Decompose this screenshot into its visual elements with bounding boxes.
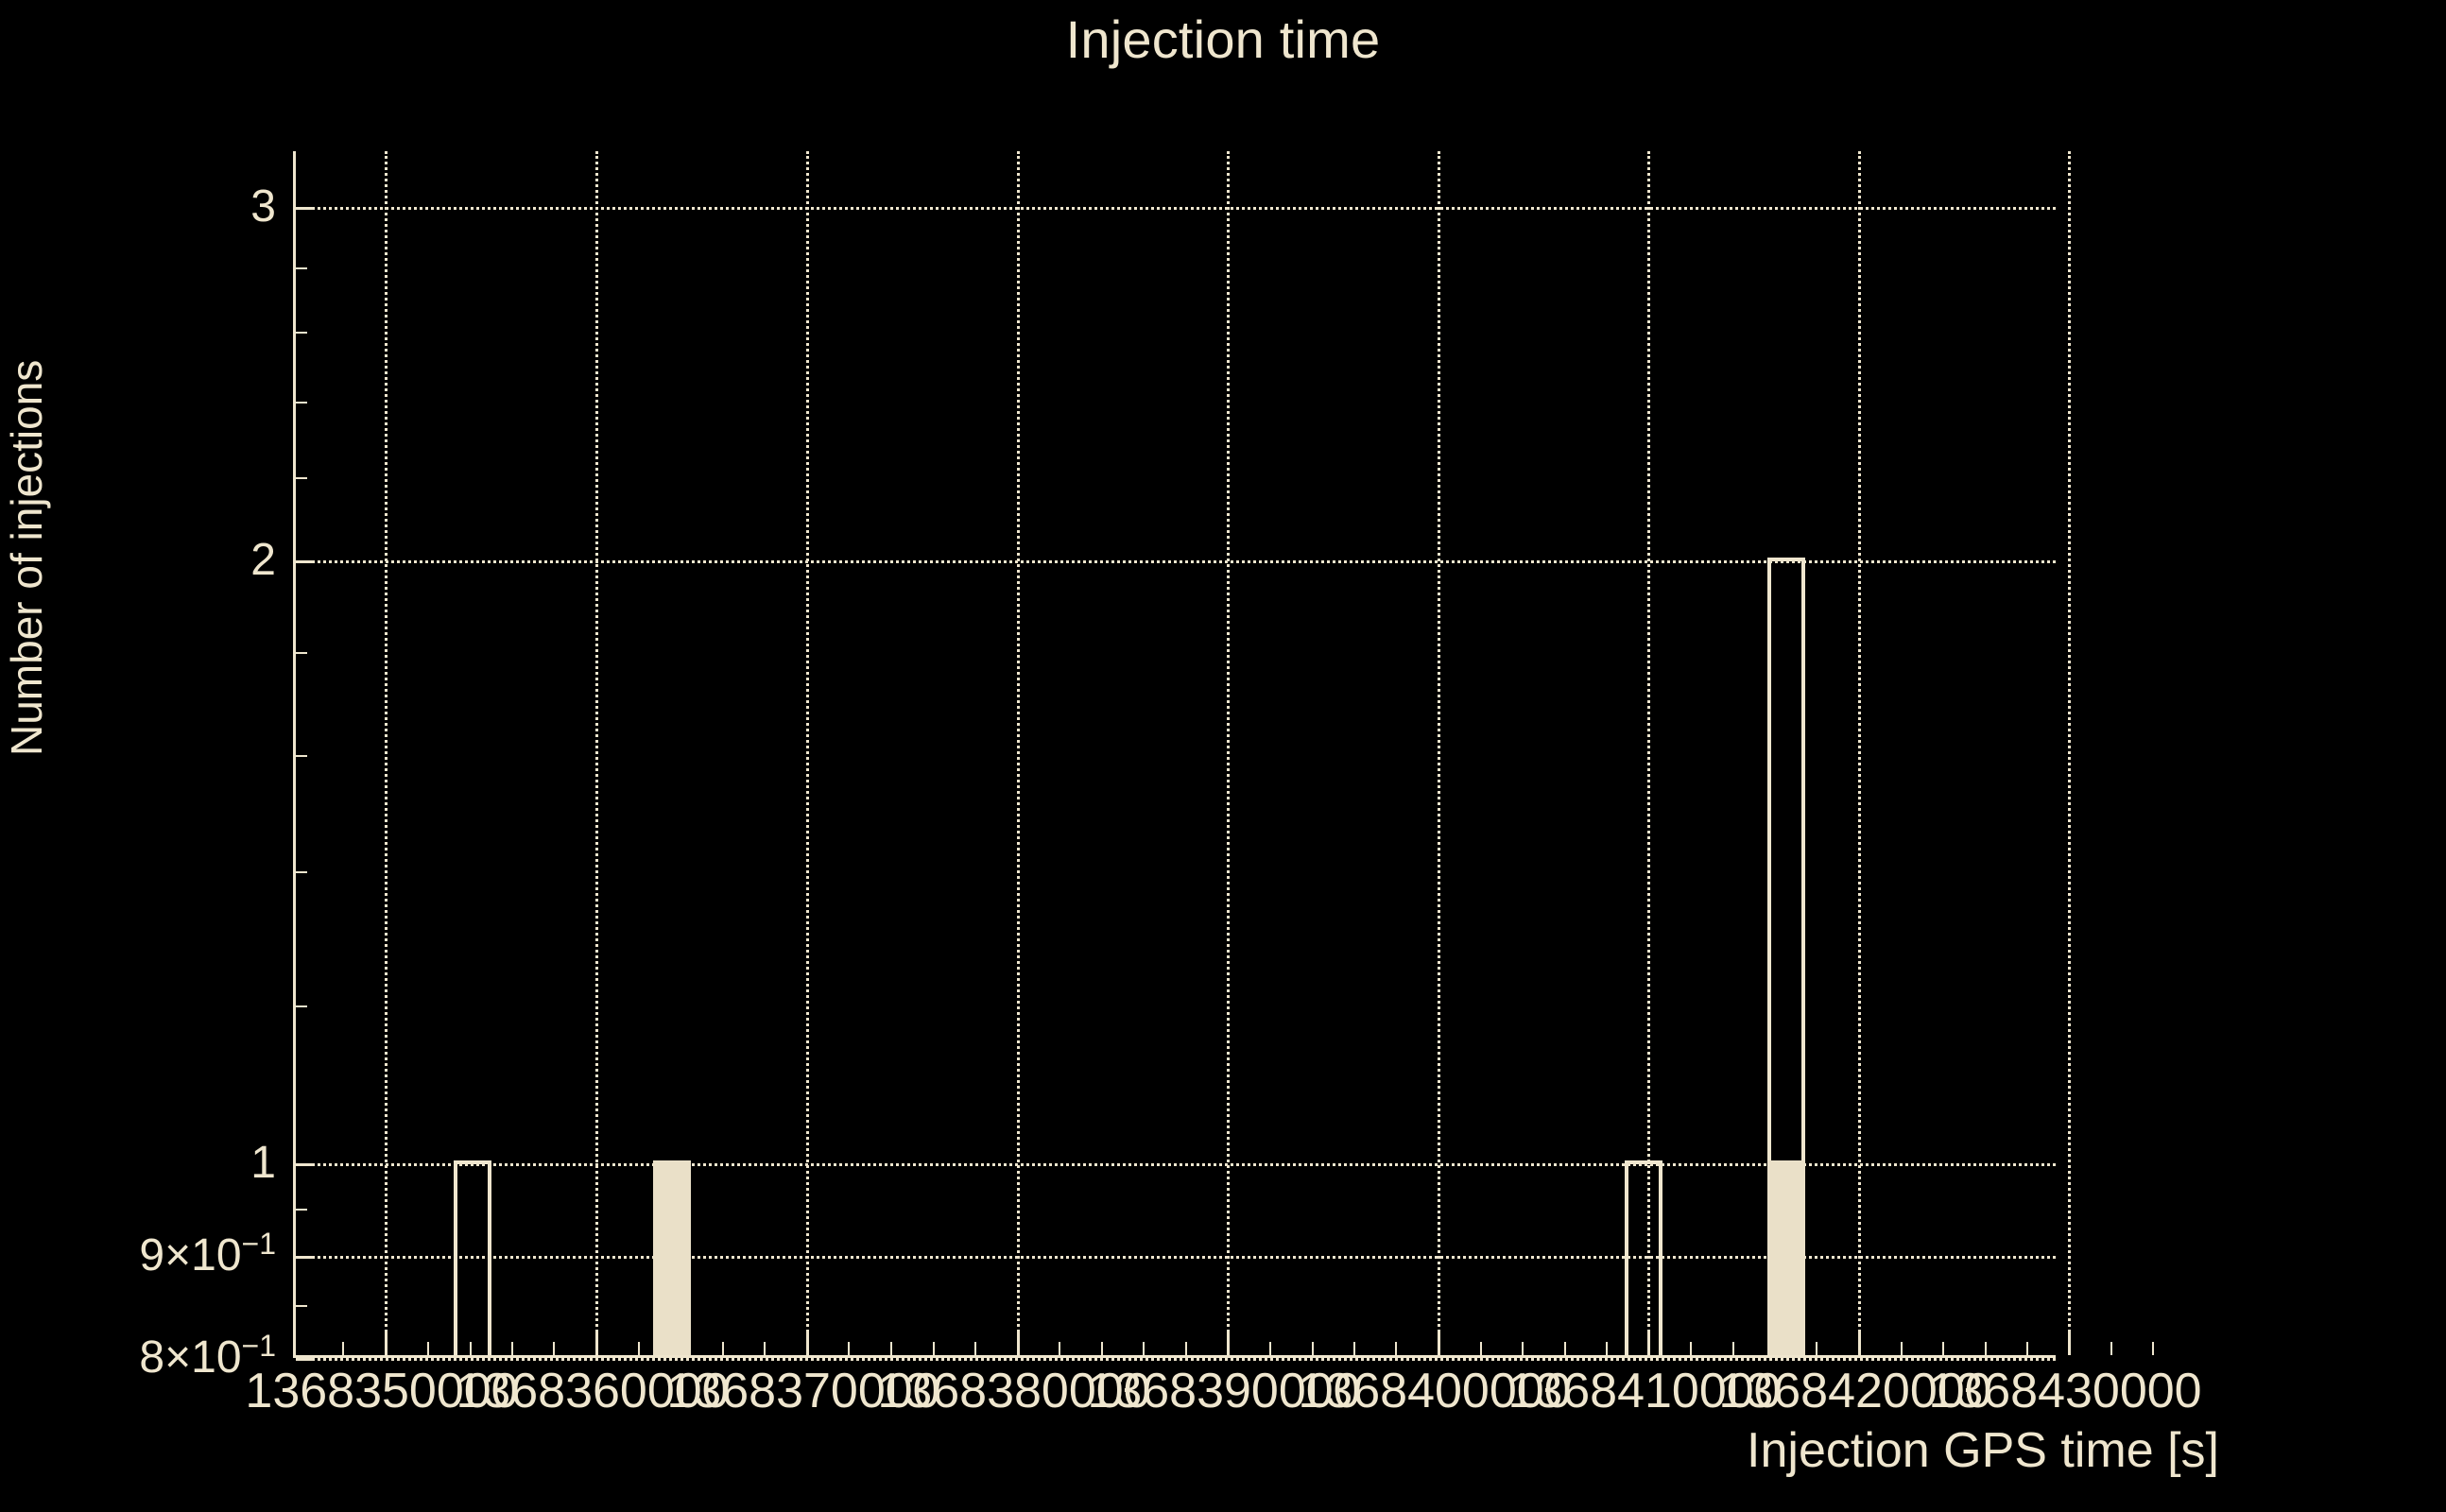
x-tick-minor: [722, 1342, 724, 1355]
y-tick-minor: [296, 332, 307, 335]
y-tick-label: 2: [250, 534, 276, 585]
x-tick-minor: [1522, 1342, 1524, 1355]
y-tick-minor: [296, 477, 307, 480]
chart-title: Injection time: [1065, 9, 1381, 69]
x-tick-label: 1368420000: [1718, 1364, 1992, 1418]
x-tick-major: [1227, 1331, 1230, 1355]
y-tick-minor: [296, 207, 307, 210]
y-tick-minor: [296, 1305, 307, 1308]
x-tick-minor: [974, 1342, 976, 1355]
x-tick-label: 1368410000: [1507, 1364, 1782, 1418]
y-tick-label: 1: [250, 1138, 276, 1189]
x-tick-minor: [1564, 1342, 1566, 1355]
x-tick-label: 1368380000: [877, 1364, 1151, 1418]
gridline-vertical: [2068, 151, 2071, 1355]
y-tick-label-exponent: −1: [241, 1329, 276, 1363]
gridline-horizontal: [296, 207, 2056, 211]
x-tick-minor: [1143, 1342, 1145, 1355]
x-tick-label: 1368430000: [1928, 1364, 2202, 1418]
y-tick-minor: [296, 1208, 307, 1211]
y-tick-minor: [296, 267, 307, 269]
x-tick-major: [1858, 1331, 1861, 1355]
x-tick-minor: [1312, 1342, 1314, 1355]
x-tick-minor: [764, 1342, 766, 1355]
x-tick-minor: [1985, 1342, 1987, 1355]
gridline-vertical: [1017, 151, 1020, 1355]
x-tick-minor: [1942, 1342, 1944, 1355]
x-tick-minor: [1353, 1342, 1355, 1355]
x-tick-minor: [1732, 1342, 1734, 1355]
x-tick-label: 1368350000: [245, 1364, 519, 1418]
gridline-horizontal: [296, 559, 2056, 563]
x-tick-minor: [890, 1342, 892, 1355]
gridline-vertical: [385, 151, 388, 1355]
plot-area: [293, 151, 2154, 1361]
x-tick-minor: [1480, 1342, 1482, 1355]
gridline-horizontal: [296, 1358, 2056, 1361]
x-tick-minor: [427, 1342, 429, 1355]
y-tick-major: [296, 1358, 315, 1361]
y-tick-minor: [296, 1005, 307, 1007]
x-tick-minor: [511, 1342, 513, 1355]
x-tick-label: 1368370000: [666, 1364, 940, 1418]
y-tick-minor: [296, 754, 307, 757]
gridline-vertical: [595, 151, 598, 1355]
x-tick-major: [385, 1331, 388, 1355]
x-tick-label: 1368360000: [456, 1364, 730, 1418]
gridline-vertical: [1438, 151, 1440, 1355]
x-tick-minor: [1395, 1342, 1397, 1355]
y-tick-minor: [296, 652, 307, 654]
x-tick-minor: [2026, 1342, 2028, 1355]
x-tick-major: [595, 1331, 598, 1355]
y-tick-label: 3: [250, 181, 276, 232]
x-tick-minor: [2110, 1342, 2112, 1355]
y-tick-label-exponent: −1: [241, 1226, 276, 1261]
x-tick-minor: [933, 1342, 935, 1355]
x-tick-major: [1438, 1331, 1440, 1355]
y-tick-minor: [296, 870, 307, 873]
x-tick-major: [1017, 1331, 1020, 1355]
x-tick-minor: [1690, 1342, 1692, 1355]
x-tick-label: 1368390000: [1087, 1364, 1361, 1418]
x-tick-label: 1368400000: [1298, 1364, 1572, 1418]
y-tick-minor: [296, 402, 307, 404]
gridline-horizontal: [296, 1163, 2056, 1167]
x-tick-minor: [1101, 1342, 1103, 1355]
x-tick-minor: [1606, 1342, 1608, 1355]
gridline-vertical: [1858, 151, 1861, 1355]
x-tick-minor: [1901, 1342, 1903, 1355]
y-tick-label: 8×10−1: [139, 1329, 276, 1383]
x-tick-minor: [553, 1342, 555, 1355]
x-axis-title: Injection GPS time [s]: [1747, 1423, 2219, 1478]
gridline-vertical: [1227, 151, 1230, 1355]
gridline-horizontal: [296, 1255, 2056, 1259]
x-tick-minor: [638, 1342, 640, 1355]
gridline-vertical: [806, 151, 809, 1355]
x-tick-minor: [1185, 1342, 1187, 1355]
x-tick-major: [2068, 1331, 2071, 1355]
x-tick-major: [806, 1331, 809, 1355]
y-tick-major: [296, 1163, 315, 1167]
x-tick-minor: [1059, 1342, 1060, 1355]
x-tick-minor: [1269, 1342, 1271, 1355]
y-tick-label: 9×10−1: [139, 1226, 276, 1280]
y-tick-major: [296, 559, 315, 563]
y-tick-major: [296, 1255, 315, 1259]
x-tick-major: [1647, 1331, 1650, 1355]
x-tick-minor: [1816, 1342, 1817, 1355]
x-tick-minor: [2152, 1342, 2154, 1355]
x-tick-minor: [470, 1342, 472, 1355]
x-tick-minor: [848, 1342, 850, 1355]
x-tick-minor: [342, 1342, 344, 1355]
gridline-vertical: [1647, 151, 1650, 1355]
